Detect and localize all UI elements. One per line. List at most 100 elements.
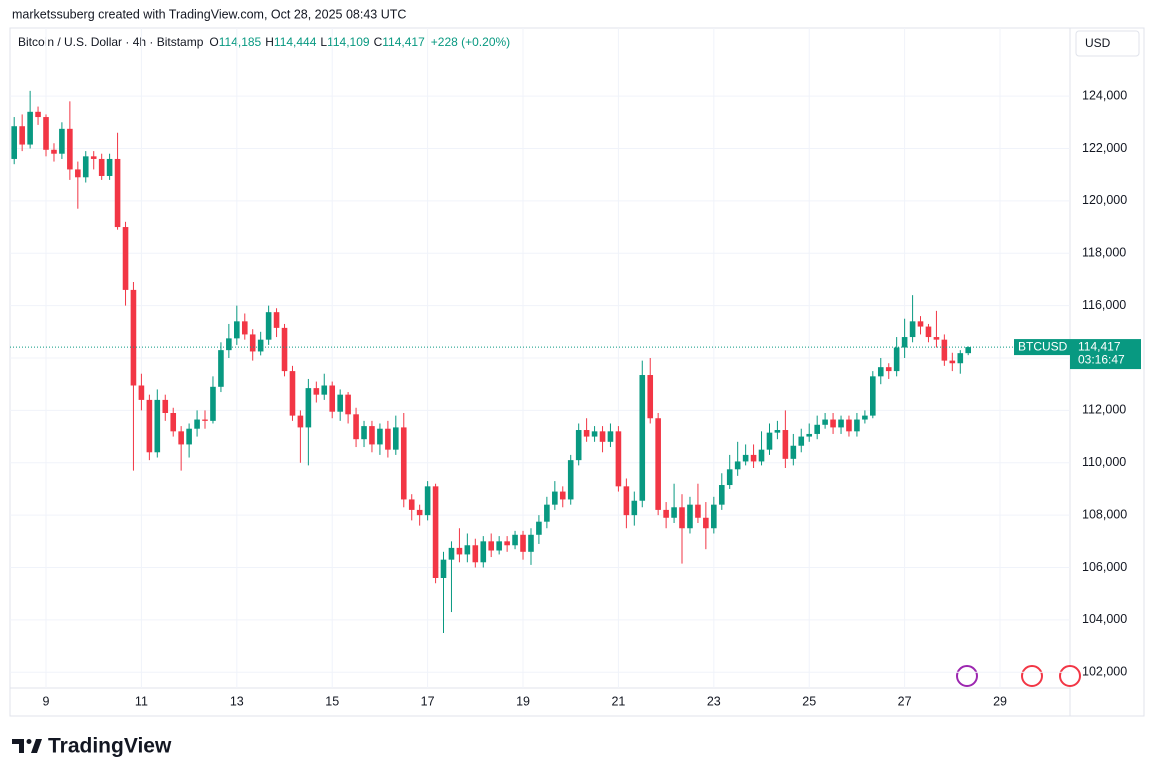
- ohlc-value: 114,109: [327, 35, 370, 49]
- y-tick-label: 108,000: [1082, 507, 1127, 521]
- y-tick-label: 112,000: [1082, 403, 1126, 417]
- candle-body: [393, 427, 399, 450]
- candle-body: [178, 431, 184, 445]
- candle-body: [385, 428, 391, 450]
- candle-body: [870, 376, 876, 416]
- y-tick-label: 106,000: [1082, 560, 1127, 574]
- candle-body: [448, 547, 455, 560]
- candle-body: [218, 350, 224, 387]
- candle-body: [790, 445, 797, 459]
- candle-body: [877, 367, 884, 377]
- logo-mark: [31, 739, 42, 753]
- candle-body: [854, 419, 860, 432]
- currency[interactable]: USD: [1085, 36, 1111, 50]
- candle-body: [321, 385, 328, 395]
- candle-body: [19, 126, 25, 145]
- candle-body: [750, 454, 757, 462]
- candle-body: [353, 414, 359, 440]
- y-tick-label: 122,000: [1082, 141, 1127, 155]
- x-tick-label: 9: [43, 694, 50, 708]
- ohlc-label: O: [209, 35, 218, 49]
- candle-body: [257, 339, 264, 352]
- candle-body: [432, 486, 439, 578]
- event-icon[interactable]: [1059, 665, 1081, 687]
- candle-body: [814, 424, 820, 434]
- candle-body: [337, 394, 343, 412]
- candle-body: [305, 388, 312, 428]
- candle-body: [329, 385, 336, 412]
- candle-body: [774, 430, 781, 433]
- candle-body: [639, 375, 646, 501]
- candle-body: [615, 431, 622, 487]
- candle-body: [249, 334, 256, 352]
- candle-body: [202, 419, 208, 421]
- candle-body: [806, 433, 813, 437]
- candle-body: [313, 388, 320, 395]
- candle-body: [416, 509, 423, 516]
- candle-body: [114, 158, 121, 228]
- ohlc-legend: O 114,185 H 114,444 L 114,109 C 114,417 +228 (+0…: [209, 35, 510, 49]
- event-icon[interactable]: [956, 665, 978, 687]
- candle-body: [369, 426, 375, 445]
- candle-body: [536, 521, 542, 535]
- y-tick-label: 118,000: [1082, 246, 1126, 260]
- candle-body: [98, 158, 105, 176]
- candle-body: [408, 499, 415, 510]
- candle-body: [893, 347, 900, 372]
- ohlc-value: 114,417: [382, 35, 425, 49]
- candle-body: [901, 337, 908, 348]
- x-tick-label: 13: [230, 694, 244, 708]
- candle-body: [798, 436, 805, 446]
- candle-body: [647, 375, 654, 419]
- candle-body: [281, 327, 288, 372]
- chart-frame: [9, 27, 1145, 717]
- candle-body: [822, 419, 828, 425]
- candle-body: [297, 415, 304, 428]
- x-tick-label: 19: [516, 694, 530, 708]
- y-tick-label: 102,000: [1082, 665, 1127, 679]
- event-icon[interactable]: [1021, 665, 1043, 687]
- y-tick-label: 116,000: [1082, 298, 1126, 312]
- logo-mark: [26, 739, 32, 744]
- candle-body: [496, 541, 502, 551]
- candle-body: [377, 428, 383, 445]
- candle-body: [67, 128, 73, 170]
- candle-body: [424, 486, 431, 516]
- candle-body: [703, 517, 709, 529]
- ohlc-label: L: [320, 35, 327, 49]
- x-tick-label: 29: [993, 694, 1007, 708]
- ohlc-label: C: [374, 35, 383, 49]
- candle-body: [400, 427, 407, 500]
- candle-body: [75, 169, 81, 178]
- candle-body: [528, 534, 534, 552]
- candle-body: [766, 432, 773, 450]
- event-icons: [956, 665, 1081, 687]
- candle-body: [949, 360, 956, 364]
- candle-body: [35, 111, 41, 118]
- candle-body: [154, 399, 161, 453]
- brand: TradingView: [48, 735, 172, 758]
- ohlc-value: 114,444: [274, 35, 317, 49]
- candle-body: [862, 415, 868, 420]
- candle-body: [59, 128, 65, 154]
- candle-body: [695, 504, 701, 518]
- candle-body: [90, 156, 97, 159]
- y-tick-label: 110,000: [1082, 455, 1126, 469]
- candle-body: [345, 394, 351, 415]
- candle-body: [552, 491, 558, 505]
- candle-body: [138, 385, 145, 400]
- candle-body: [512, 534, 518, 546]
- y-tick-label: 120,000: [1082, 193, 1127, 207]
- candle-body: [734, 461, 741, 470]
- candle-body: [82, 156, 89, 178]
- candle-body: [631, 500, 638, 516]
- candle-body: [782, 430, 789, 459]
- candle-body: [718, 485, 725, 505]
- ohlc-value: 114,185: [219, 35, 262, 49]
- candle-body: [711, 504, 717, 529]
- candle-body: [122, 227, 129, 290]
- candle-body: [289, 371, 296, 416]
- candle-body: [162, 399, 169, 413]
- currency-button[interactable]: [1075, 30, 1140, 57]
- credit: marketssuberg created with TradingView.c…: [12, 7, 406, 21]
